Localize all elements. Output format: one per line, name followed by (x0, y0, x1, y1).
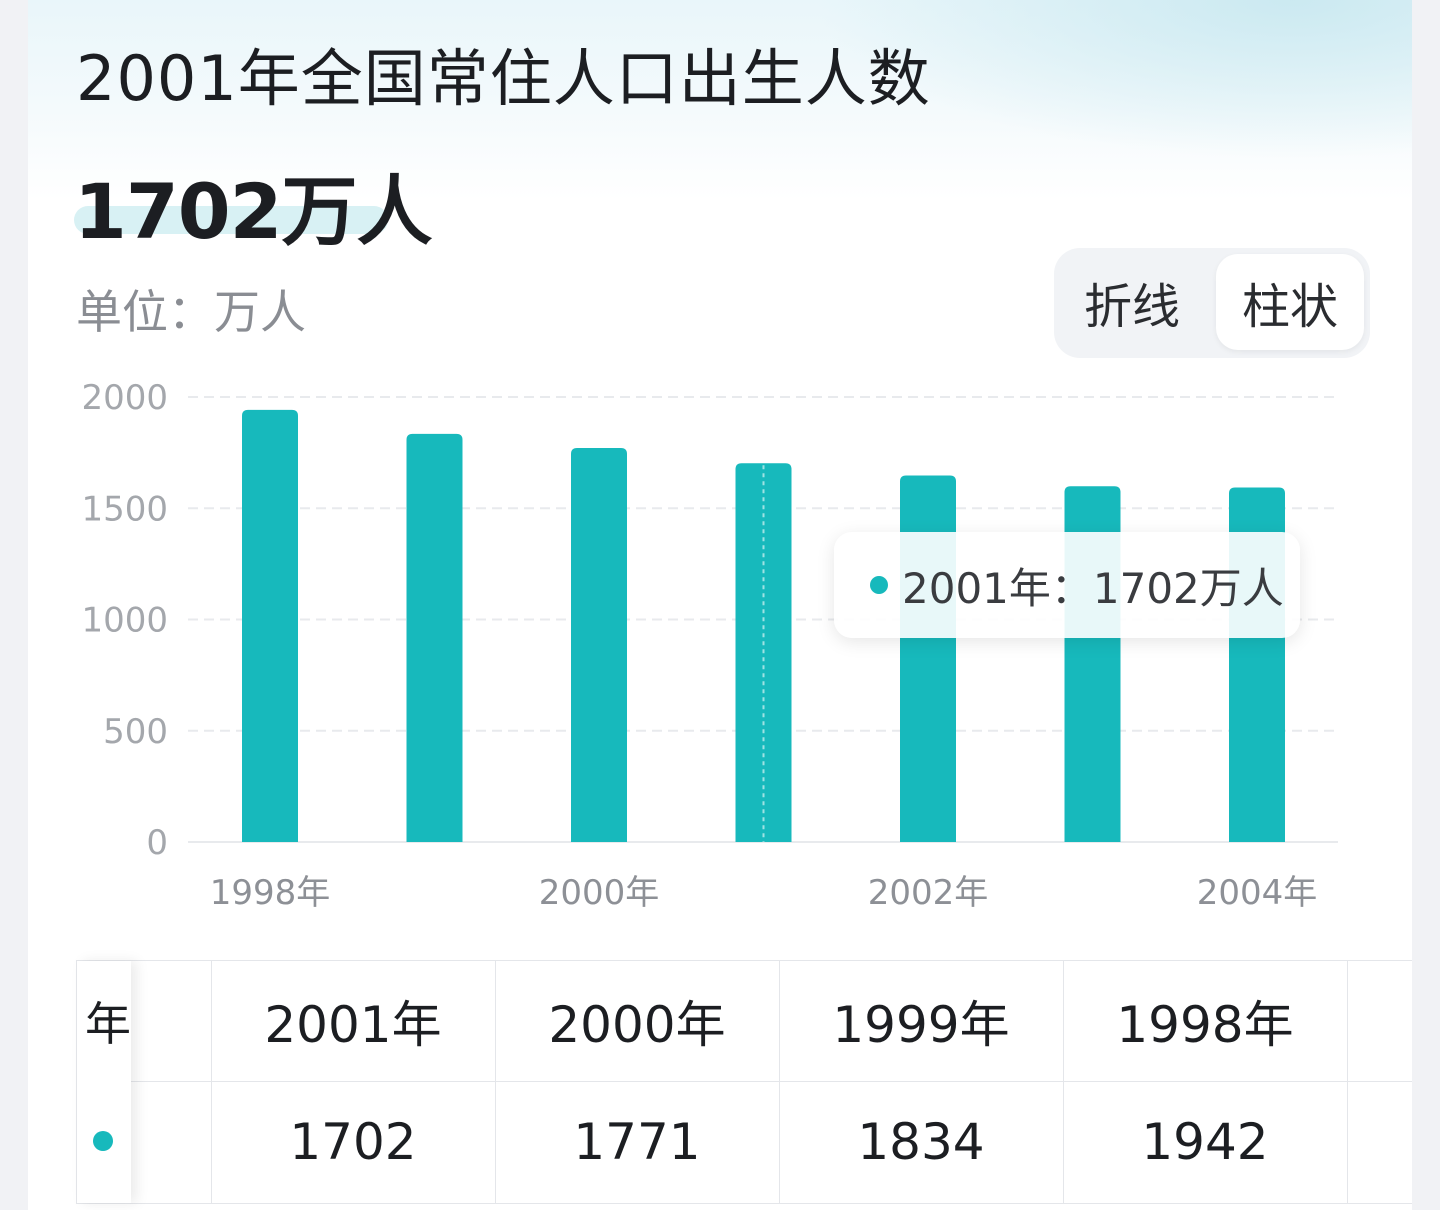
y-tick-label: 1500 (81, 489, 168, 529)
table-header-cell: 2001年 (264, 996, 442, 1054)
page-title: 2001年全国常住人口出生人数 (76, 42, 931, 115)
statistics-card: 2001年全国常住人口出生人数 1702万人 单位：万人 折线 柱状 2000 1… (28, 0, 1412, 1210)
headline-block: 1702万人 (74, 150, 433, 260)
bar-1998年[interactable] (242, 409, 298, 842)
bar-1999年[interactable] (406, 433, 463, 842)
table-sticky-header: 年 (85, 997, 131, 1051)
table-column-divider (495, 961, 496, 1203)
y-tick-label: 2000 (81, 378, 168, 418)
table-value-cell: 1771 (573, 1113, 701, 1171)
chart-type-toggle: 折线 柱状 (1054, 248, 1370, 358)
bar-2002年[interactable] (900, 475, 956, 842)
table-header-cell: 1999年 (832, 996, 1010, 1054)
table-column-divider (211, 961, 212, 1203)
bar-2000年[interactable] (571, 447, 627, 842)
tooltip-text: 2001年：1702万人 (902, 563, 1284, 613)
x-tick-label: 2000年 (539, 873, 660, 913)
unit-label: 单位：万人 (76, 285, 306, 339)
headline-value: 1702万人 (74, 167, 433, 256)
toggle-bar-option[interactable]: 柱状 (1216, 254, 1364, 350)
x-tick-label: 1998年 (210, 873, 331, 913)
y-tick-label: 500 (103, 712, 168, 752)
header-glow (812, 0, 1412, 160)
table-column-divider (1063, 961, 1064, 1203)
data-table: 2001年 2000年 1999年 1998年 1702 1771 1834 1… (76, 960, 1412, 1204)
x-tick-label: 2002年 (868, 873, 989, 913)
bar-chart: 2000 1500 1000 500 0 1998年 2000年 2002年 2004年 (81, 378, 1338, 913)
table-value-cell: 1834 (857, 1113, 985, 1171)
y-tick-label: 0 (146, 823, 168, 863)
tooltip-series-dot (870, 576, 888, 594)
series-dot-icon (93, 1131, 113, 1151)
headline-highlight (74, 206, 388, 234)
table-header-cell: 2000年 (548, 996, 726, 1054)
chart-tooltip: 2001年：1702万人 (834, 532, 1300, 638)
table-column-divider (779, 961, 780, 1203)
table-row-divider (77, 1081, 1412, 1082)
y-tick-label: 1000 (81, 601, 168, 641)
table-column-divider (1347, 961, 1348, 1203)
table-value-cell: 1702 (289, 1113, 417, 1171)
x-tick-label: 2004年 (1197, 873, 1318, 913)
table-value-cell: 1942 (1141, 1113, 1269, 1171)
toggle-line-option[interactable]: 折线 (1083, 279, 1180, 335)
table-sticky-column: 年 (77, 961, 131, 1203)
table-header-cell: 1998年 (1116, 996, 1294, 1054)
